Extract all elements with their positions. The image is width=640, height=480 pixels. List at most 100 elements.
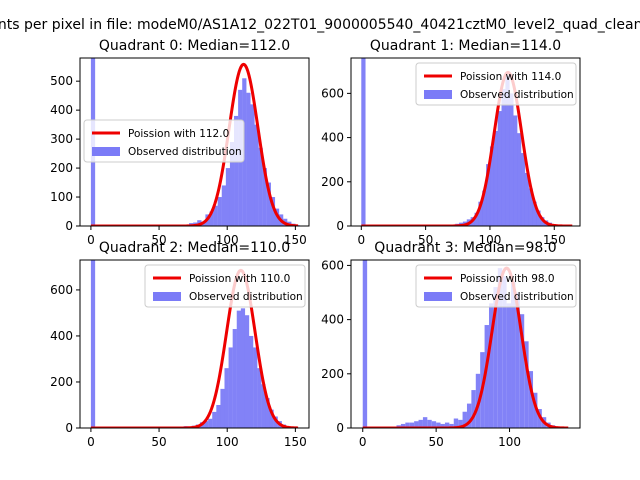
y-tick-label: 0: [65, 421, 73, 435]
chart-panel-2: Quadrant 2: Median=110.0 0 50 100 150 0 200 400…: [50, 240, 310, 449]
histogram-bar: [208, 418, 213, 428]
histogram-bar: [258, 147, 263, 226]
histogram-bar: [444, 422, 450, 428]
y-tick-label: 400: [50, 103, 73, 117]
axes-frame: [350, 57, 581, 227]
histogram-bar: [466, 403, 472, 428]
histogram-bar: [532, 201, 537, 226]
histogram-bar: [217, 197, 222, 226]
histogram-bar: [489, 146, 495, 226]
chart-title: Quadrant 0: Median=112.0: [99, 38, 290, 54]
histogram-bar: [409, 422, 415, 428]
histogram-bar: [501, 88, 506, 226]
histogram-bar: [246, 92, 251, 226]
histogram-bar: [453, 418, 459, 428]
x-tick-label: 100: [216, 435, 239, 449]
histogram-bar: [484, 325, 489, 428]
chart-title: Quadrant 1: Median=114.0: [370, 38, 561, 54]
histogram-bar: [418, 419, 423, 428]
histogram-bar: [493, 130, 499, 226]
histogram-bar: [471, 390, 476, 428]
legend-bar-swatch: [153, 292, 181, 301]
histogram-bar: [528, 188, 533, 226]
chart-panel-1: Quadrant 1: Median=114.0 0 50 100 150 0 200 400…: [321, 38, 581, 247]
y-tick-label: 100: [50, 190, 73, 204]
figure-suptitle: Counts per pixel in file: modeM0/AS1A12_…: [0, 17, 640, 33]
histogram-bar: [262, 168, 267, 226]
poisson-curve: [360, 70, 574, 226]
x-tick-label: 150: [284, 233, 307, 247]
x-tick-label: 0: [359, 435, 367, 449]
histogram-bar: [497, 111, 502, 226]
legend-label: Observed distribution: [460, 89, 574, 101]
legend-label: Poission with 98.0: [460, 273, 555, 285]
y-tick-label: 400: [321, 313, 344, 327]
histogram-bar: [513, 115, 518, 226]
histogram-bar: [515, 292, 520, 428]
y-tick-label: 0: [336, 219, 344, 233]
histogram-bar: [431, 421, 437, 428]
plot-area: [360, 58, 574, 226]
y-tick-label: 400: [321, 131, 344, 145]
legend-box: [83, 119, 245, 163]
x-tick-label: 150: [284, 435, 307, 449]
x-tick-label: 100: [216, 233, 239, 247]
y-tick-label: 300: [50, 132, 73, 146]
x-tick-label: 50: [418, 233, 433, 247]
histogram-bar: [516, 133, 522, 226]
legend-bar-swatch: [424, 90, 452, 99]
histogram-bar: [449, 423, 454, 428]
histogram-bar: [427, 419, 432, 428]
histogram-bar: [474, 212, 479, 226]
histogram-bar: [265, 398, 270, 428]
histogram-bar: [212, 411, 217, 428]
histogram-bar: [362, 260, 368, 428]
y-tick-label: 200: [321, 175, 344, 189]
histogram-bar: [488, 303, 494, 428]
histogram-bar: [261, 384, 266, 428]
histogram-bar: [533, 392, 538, 428]
histogram-bar: [478, 201, 483, 226]
histogram-bar: [209, 211, 214, 226]
histogram-bar: [249, 335, 254, 428]
histogram-bar: [511, 281, 516, 428]
y-tick-label: 200: [50, 161, 73, 175]
axes-frame: [79, 259, 310, 429]
legend: Poission with 110.0 Observed distribution: [144, 264, 306, 308]
histogram-bar: [458, 419, 463, 428]
legend: Poission with 112.0 Observed distribution: [83, 119, 245, 163]
histogram-bar: [225, 168, 231, 226]
legend-box: [415, 264, 577, 308]
chart-title: Quadrant 2: Median=110.0: [99, 240, 290, 256]
histogram-bar: [228, 347, 233, 428]
histogram-bar: [414, 421, 419, 428]
histogram-bar: [213, 205, 218, 226]
histogram-bar: [216, 404, 221, 428]
histogram-bar: [220, 388, 225, 428]
histogram-bar: [269, 409, 274, 428]
y-tick-label: 400: [50, 329, 73, 343]
histogram-bar: [204, 421, 209, 428]
histogram-bar: [361, 58, 366, 226]
legend-label: Observed distribution: [460, 291, 574, 303]
histogram-bar: [519, 314, 525, 428]
y-tick-label: 600: [321, 86, 344, 100]
x-tick-label: 0: [87, 435, 95, 449]
histogram-bar: [266, 182, 271, 226]
histogram-bar: [528, 371, 534, 428]
histogram-bar: [236, 310, 241, 428]
histogram-bar: [254, 124, 259, 226]
legend: Poission with 98.0 Observed distribution: [415, 264, 577, 308]
histogram-bar: [257, 368, 262, 428]
y-tick-label: 0: [336, 421, 344, 435]
y-tick-label: 200: [50, 375, 73, 389]
histogram-bar: [486, 164, 491, 226]
chart-panel-3: Quadrant 3: Median=98.0 0 50 100 0 200 400 600 P…: [321, 240, 581, 449]
histogram-bar: [234, 115, 239, 226]
y-tick-label: 600: [321, 258, 344, 272]
histogram-bar: [524, 172, 529, 226]
x-tick-label: 0: [87, 233, 95, 247]
histogram-bar: [462, 411, 467, 428]
histogram-bar: [405, 422, 410, 428]
